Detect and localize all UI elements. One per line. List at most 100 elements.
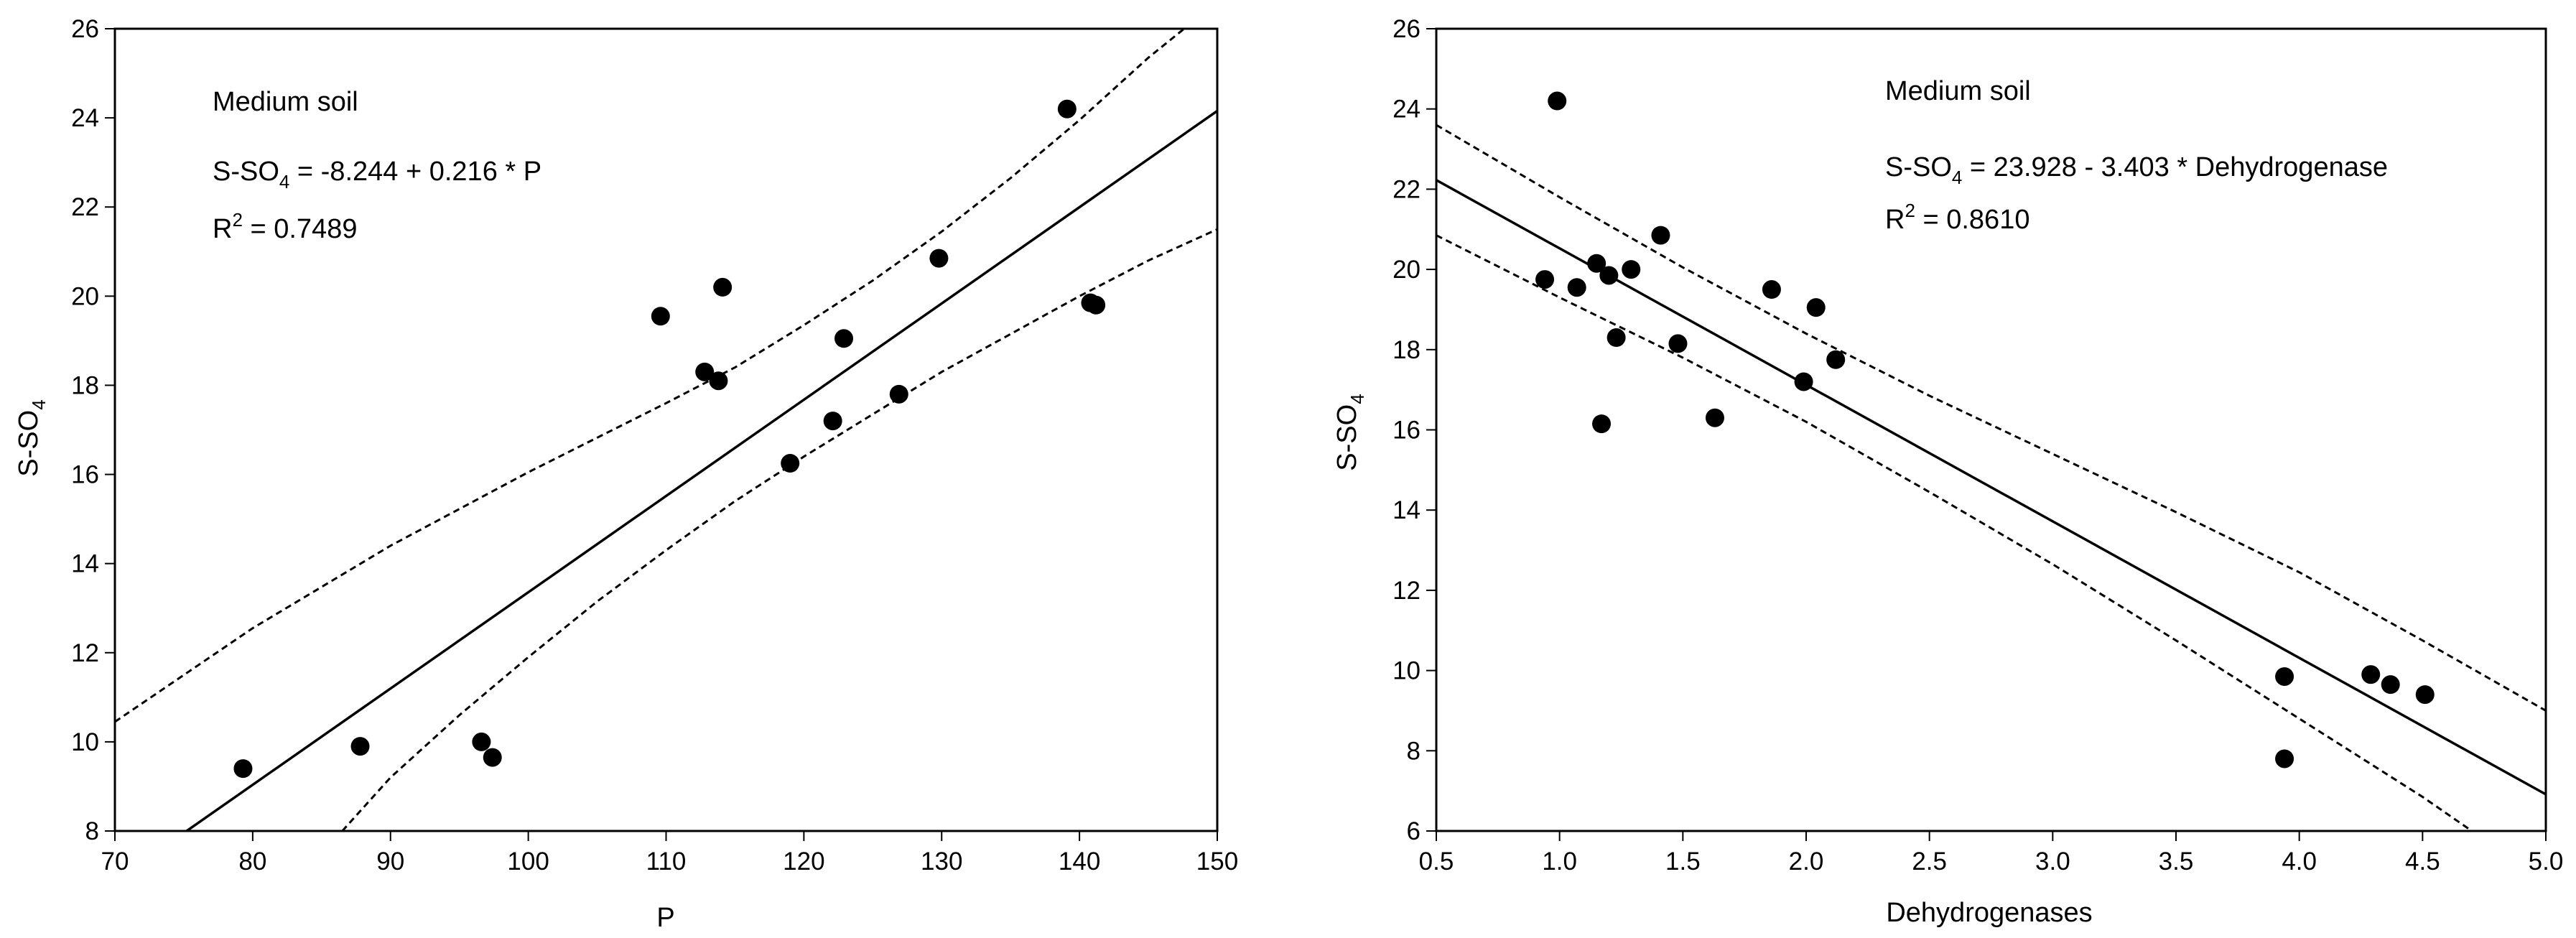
y-tick-label: 12 (71, 639, 99, 667)
y-tick-label: 20 (71, 282, 99, 310)
annotation-title: Medium soil (213, 87, 358, 117)
data-point (709, 371, 728, 391)
data-point (1548, 91, 1567, 111)
data-point (2415, 685, 2435, 705)
data-point (2361, 665, 2381, 684)
x-tick-label: 100 (507, 848, 549, 876)
data-point (1599, 266, 1619, 285)
y-tick-label: 10 (1392, 657, 1420, 685)
y-tick-label: 16 (71, 461, 99, 489)
y-tick-label: 18 (1392, 336, 1420, 364)
y-tick-label: 8 (1407, 737, 1420, 765)
data-point (350, 737, 370, 756)
data-point (1587, 254, 1606, 273)
data-point (1762, 280, 1781, 299)
data-point (472, 732, 491, 751)
x-tick-label: 0.5 (1419, 848, 1454, 876)
r-squared-label: R2 = 0.8610 (1885, 200, 2029, 235)
data-point (695, 362, 715, 381)
x-tick-label: 3.0 (2035, 848, 2070, 876)
regression-line (1436, 179, 2546, 796)
y-axis-ticks: 8 10 12 14 16 18 20 22 24 26 (71, 15, 115, 845)
y-tick-label: 14 (1392, 496, 1420, 524)
data-point (483, 748, 502, 767)
y-tick-label: 12 (1392, 577, 1420, 605)
equation-rest: = -8.244 + 0.216 * P (289, 157, 541, 187)
regression-line (184, 109, 1217, 831)
r-squared-superscript: 2 (232, 209, 242, 231)
r-squared-superscript: 2 (1905, 200, 1915, 221)
x-tick-label: 5.0 (2529, 848, 2564, 876)
y-tick-label: 24 (1392, 96, 1420, 124)
x-tick-label: 150 (1196, 848, 1238, 876)
y-tick-label: 26 (1392, 15, 1420, 43)
data-point (889, 384, 908, 404)
data-point (1567, 278, 1586, 297)
equation-label: S-SO4 = -8.244 + 0.216 * P (213, 157, 541, 192)
x-axis-title: P (656, 903, 674, 933)
y-axis-title-main: S-SO (1332, 404, 1362, 471)
data-point (929, 249, 949, 268)
y-tick-label: 14 (71, 550, 99, 578)
y-tick-label: 16 (1392, 417, 1420, 445)
data-point (2275, 667, 2294, 686)
data-point (651, 307, 670, 326)
data-point (834, 329, 854, 348)
y-tick-label: 8 (85, 817, 99, 845)
x-axis-title: Dehydrogenases (1886, 898, 2092, 928)
y-tick-label: 26 (71, 15, 99, 43)
data-point (1705, 408, 1724, 427)
plot-frame (113, 27, 1219, 832)
y-axis-title: S-SO4 (1332, 394, 1368, 470)
equation-rest: = 23.928 - 3.403 * Dehydrogenase (1962, 152, 2388, 182)
equation-label: S-SO4 = 23.928 - 3.403 * Dehydrogenase (1885, 152, 2388, 188)
x-tick-label: 1.5 (1665, 848, 1701, 876)
data-point (2275, 749, 2294, 768)
data-point (713, 277, 733, 297)
chart-panel-right: 0.5 1.0 1.5 2.0 2.5 3.0 3.5 4.0 4.5 5.0 6 8 10 12 14 1… (1332, 15, 2563, 928)
x-tick-label: 80 (238, 848, 266, 876)
data-point (233, 759, 253, 779)
data-point (823, 412, 842, 431)
confidence-band-upper (1436, 124, 2546, 712)
x-tick-label: 3.5 (2159, 848, 2194, 876)
x-axis-ticks: 0.5 1.0 1.5 2.0 2.5 3.0 3.5 4.0 4.5 5.0 (1419, 831, 2564, 876)
equation-subscript: 4 (279, 171, 289, 192)
r-squared-prefix: R (1885, 205, 1905, 235)
annotation-title: Medium soil (1885, 76, 2031, 106)
r-squared-label: R2 = 0.7489 (213, 209, 357, 244)
x-tick-label: 140 (1059, 848, 1100, 876)
data-point (1622, 260, 1641, 279)
y-axis-title-main: S-SO (14, 410, 44, 477)
r-squared-rest: = 0.8610 (1915, 205, 2030, 235)
r-squared-prefix: R (213, 214, 232, 244)
data-point (1651, 226, 1670, 245)
x-tick-label: 110 (646, 848, 687, 876)
plot-frame (1435, 27, 2547, 832)
x-tick-label: 120 (783, 848, 824, 876)
x-tick-label: 4.5 (2405, 848, 2440, 876)
equation-prefix: S-SO (213, 157, 279, 187)
data-point (1826, 350, 1846, 369)
data-point (2381, 675, 2400, 695)
data-point (781, 454, 800, 473)
y-tick-label: 20 (1392, 256, 1420, 284)
equation-subscript: 4 (1952, 167, 1962, 188)
confidence-band-lower (1436, 234, 2473, 831)
x-tick-label: 2.5 (1912, 848, 1947, 876)
y-axis-title: S-SO4 (14, 399, 50, 476)
y-axis-title-subscript: 4 (1347, 394, 1368, 404)
x-tick-label: 1.0 (1542, 848, 1577, 876)
data-points (1535, 91, 2435, 768)
confidence-bands (115, 29, 1217, 831)
y-tick-label: 6 (1407, 817, 1420, 845)
y-tick-label: 22 (71, 193, 99, 221)
data-point (1592, 414, 1612, 434)
regression-line-group (1436, 179, 2546, 796)
y-axis-title-subscript: 4 (28, 399, 50, 409)
x-axis-ticks: 70 80 90 100 110 120 130 140 150 (101, 831, 1238, 876)
equation-prefix: S-SO (1885, 152, 1952, 182)
regression-line-group (184, 109, 1217, 831)
data-points (233, 99, 1106, 779)
confidence-bands (1436, 124, 2546, 831)
